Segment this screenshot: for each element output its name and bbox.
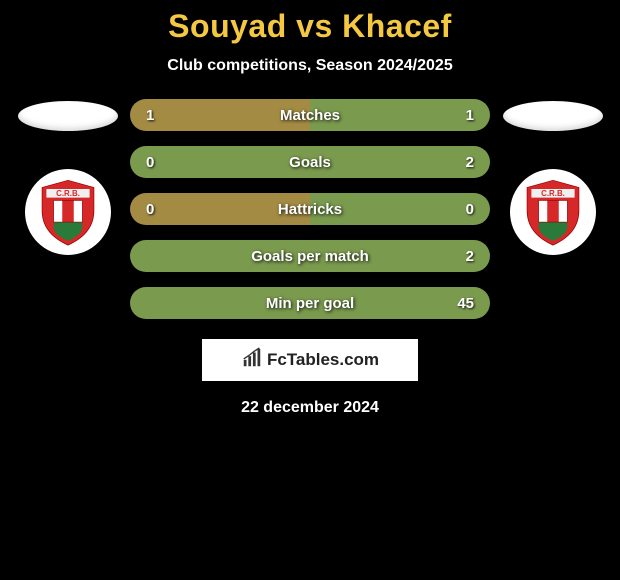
stat-row: 1 Matches 1 [130,99,490,131]
chart-icon [241,347,263,374]
stat-label: Goals per match [251,248,369,265]
brand-attribution: FcTables.com [202,339,418,381]
stat-left-value: 1 [146,107,176,124]
stat-row: Goals per match 2 [130,240,490,272]
stat-label: Min per goal [266,295,354,312]
subtitle: Club competitions, Season 2024/2025 [0,57,620,75]
left-player-column: C.R.B. [15,99,120,255]
stat-label: Hattricks [278,201,342,218]
stat-right-value: 0 [444,201,474,218]
stat-left-value: 0 [146,201,176,218]
stat-label: Matches [280,107,340,124]
stat-right-value: 2 [444,248,474,265]
right-player-marker [503,101,603,131]
date-line: 22 december 2024 [0,399,620,417]
stat-row: 0 Hattricks 0 [130,193,490,225]
comparison-area: C.R.B. 1 Matches 1 0 Goals 2 [0,99,620,319]
right-club-badge: C.R.B. [510,169,596,255]
stat-label: Goals [289,154,331,171]
left-club-badge: C.R.B. [25,169,111,255]
page-title: Souyad vs Khacef [0,8,620,45]
stat-right-value: 45 [444,295,474,312]
stat-right-value: 2 [444,154,474,171]
right-player-column: C.R.B. [500,99,605,255]
stat-left-value: 0 [146,154,176,171]
comparison-container: Souyad vs Khacef Club competitions, Seas… [0,0,620,417]
stat-right-value: 1 [444,107,474,124]
stat-row: Min per goal 45 [130,287,490,319]
left-player-marker [18,101,118,131]
svg-text:C.R.B.: C.R.B. [541,189,565,198]
brand-text: FcTables.com [267,350,379,370]
stat-row: 0 Goals 2 [130,146,490,178]
stats-column: 1 Matches 1 0 Goals 2 0 Hattricks 0 [130,99,490,319]
svg-text:C.R.B.: C.R.B. [56,189,80,198]
